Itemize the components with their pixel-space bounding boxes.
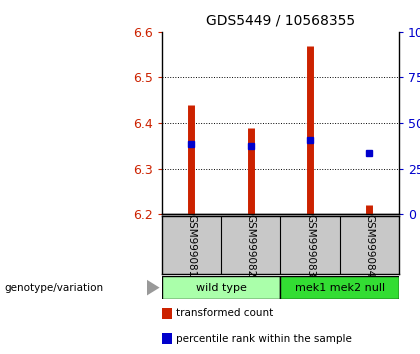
Text: transformed count: transformed count xyxy=(176,308,274,318)
Text: mek1 mek2 null: mek1 mek2 null xyxy=(294,282,385,293)
Text: percentile rank within the sample: percentile rank within the sample xyxy=(176,334,352,344)
FancyBboxPatch shape xyxy=(281,276,399,299)
FancyBboxPatch shape xyxy=(162,276,281,299)
Title: GDS5449 / 10568355: GDS5449 / 10568355 xyxy=(206,14,355,28)
Text: GSM999082: GSM999082 xyxy=(246,213,256,277)
Text: GSM999081: GSM999081 xyxy=(186,213,197,277)
Text: genotype/variation: genotype/variation xyxy=(4,282,103,293)
Text: GSM999084: GSM999084 xyxy=(364,213,374,277)
Text: wild type: wild type xyxy=(196,282,247,293)
Text: GSM999083: GSM999083 xyxy=(305,213,315,277)
